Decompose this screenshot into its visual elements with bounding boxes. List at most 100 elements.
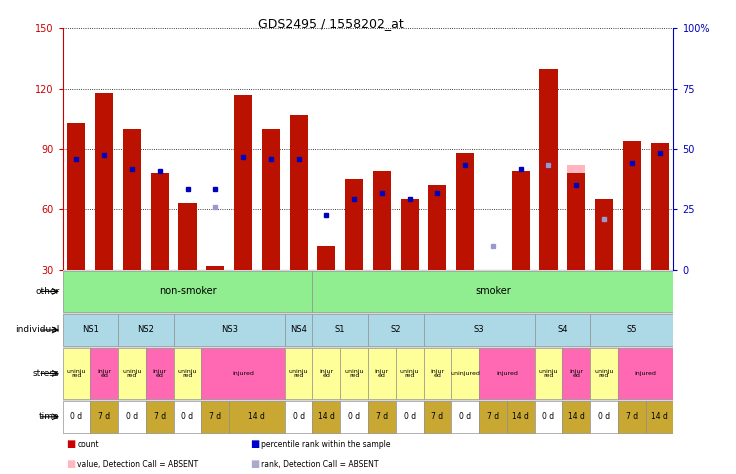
Text: 7 d: 7 d [487,412,499,421]
Text: S2: S2 [391,326,401,335]
Text: ■: ■ [66,459,76,469]
Text: value, Detection Call = ABSENT: value, Detection Call = ABSENT [77,460,199,469]
Bar [373,205,391,270]
Bar [174,314,285,346]
Text: ■: ■ [250,439,260,449]
Text: NS4: NS4 [290,326,307,335]
Text: NS3: NS3 [221,326,238,335]
Text: injur
ed: injur ed [152,369,167,378]
Bar [174,401,202,433]
Text: 0 d: 0 d [348,412,360,421]
Bar [618,401,645,433]
Bar [567,165,585,270]
Bar [340,348,368,399]
Bar [313,348,340,399]
Text: 7 d: 7 d [376,412,388,421]
Bar [590,314,673,346]
Bar [479,348,534,399]
Text: 14 d: 14 d [567,412,584,421]
Text: injur
ed: injur ed [569,369,584,378]
Bar [590,401,618,433]
Bar [373,171,391,270]
Text: injur
ed: injur ed [431,369,445,378]
Text: 7 d: 7 d [626,412,638,421]
Bar [368,348,396,399]
Bar [451,348,479,399]
Text: S5: S5 [626,326,637,335]
Text: 7 d: 7 d [209,412,222,421]
Bar [118,401,146,433]
Text: other: other [35,287,60,296]
Bar [534,401,562,433]
Text: 0 d: 0 d [403,412,416,421]
Bar [95,93,113,270]
Bar [262,129,280,270]
Bar [63,348,91,399]
Text: 14 d: 14 d [512,412,529,421]
Text: 14 d: 14 d [651,412,668,421]
Bar [484,270,502,296]
Bar [146,401,174,433]
Text: ■: ■ [250,459,260,469]
Bar [539,69,557,270]
Bar [91,401,118,433]
Bar [63,401,91,433]
Text: uninju
red: uninju red [178,369,197,378]
Bar [317,246,336,270]
Bar [206,270,224,273]
Bar [590,348,618,399]
Bar [285,314,313,346]
Bar [562,348,590,399]
Text: 0 d: 0 d [542,412,554,421]
Text: uninju
red: uninju red [539,369,558,378]
Bar [651,143,668,270]
Bar [118,314,174,346]
Bar [313,314,368,346]
Bar [91,348,118,399]
Text: injured: injured [496,371,517,376]
Bar [400,199,419,270]
Text: S4: S4 [557,326,567,335]
Bar [512,171,530,270]
Bar [285,348,313,399]
Text: 0 d: 0 d [126,412,138,421]
Text: uninju
red: uninju red [289,369,308,378]
Bar [396,401,423,433]
Bar [396,348,423,399]
Bar [534,314,590,346]
Bar [202,401,229,433]
Text: 0 d: 0 d [459,412,471,421]
Bar [451,401,479,433]
Text: injur
ed: injur ed [97,369,111,378]
Bar [623,141,641,270]
Text: S3: S3 [474,326,484,335]
Text: smoker: smoker [475,286,511,296]
Bar [534,348,562,399]
Text: injured: injured [634,371,657,376]
Text: non-smoker: non-smoker [159,286,216,296]
Text: individual: individual [15,326,60,335]
Text: ■: ■ [66,439,76,449]
Bar [423,348,451,399]
Text: 0 d: 0 d [182,412,194,421]
Text: uninjured: uninjured [450,371,480,376]
Text: uninju
red: uninju red [67,369,86,378]
Bar [456,153,474,270]
Text: 14 d: 14 d [249,412,266,421]
Text: NS2: NS2 [138,326,155,335]
Bar [179,203,197,270]
Bar [368,401,396,433]
Text: S1: S1 [335,326,345,335]
Bar [645,401,673,433]
Bar [202,348,285,399]
Text: uninju
red: uninju red [400,369,420,378]
Text: injured: injured [232,371,254,376]
Bar [63,271,313,312]
Bar [206,265,224,270]
Bar [289,115,308,270]
Bar [229,401,285,433]
Text: uninju
red: uninju red [344,369,364,378]
Bar [428,185,447,270]
Bar [368,314,423,346]
Bar [507,401,534,433]
